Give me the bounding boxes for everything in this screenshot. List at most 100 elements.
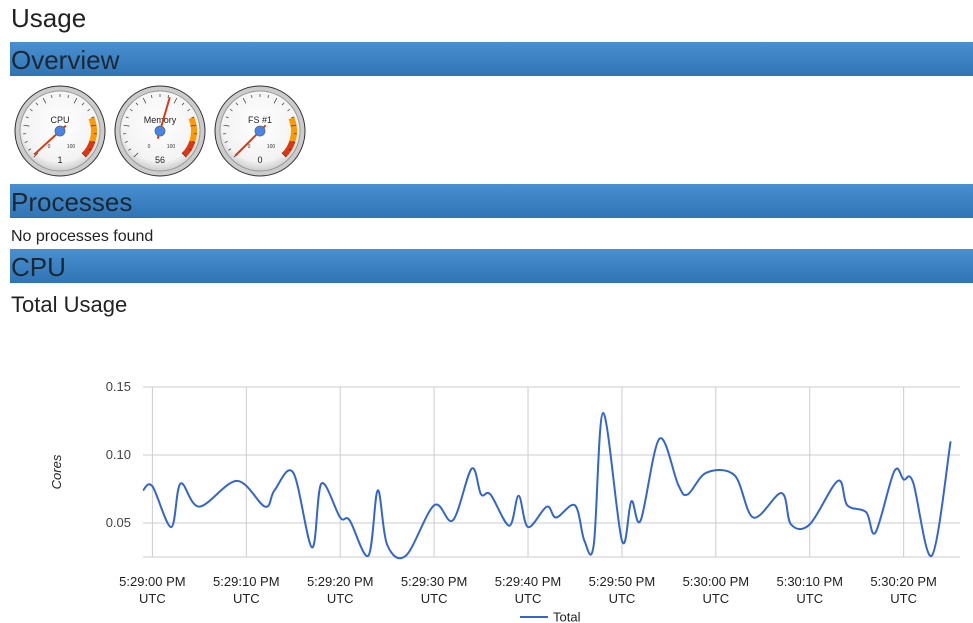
gauge-tick [124, 141, 128, 143]
empty-message: No processes found [11, 228, 154, 245]
gauge-tick [42, 97, 47, 104]
gauge-tick [228, 148, 232, 151]
section-header: Overview [10, 42, 973, 76]
x-tick-label: 5:29:40 PM UTC [494, 574, 562, 606]
gauge-max-label: 100 [67, 144, 76, 150]
gauge-tick [291, 116, 295, 119]
gauge-tick [73, 97, 78, 104]
gauge-tick [290, 124, 297, 127]
chart-title: Total Usage [11, 292, 128, 317]
gauge-tick [288, 148, 292, 151]
gauge-tick [190, 124, 197, 127]
gauge-tick [281, 152, 287, 158]
gauge-tick [292, 141, 296, 143]
page-title: Usage [11, 3, 87, 33]
gauge-tick [23, 124, 30, 127]
legend-label: Total [553, 610, 581, 623]
gauge-tick [123, 124, 130, 127]
gauge-value: 56 [155, 155, 165, 165]
gauge-tick [287, 108, 291, 112]
line-series [142, 411, 952, 560]
gauge-tick [67, 94, 69, 99]
x-tick-label: 5:29:00 PM UTC [119, 574, 186, 606]
gauge-tick [229, 108, 233, 112]
gauge-tick [81, 102, 85, 106]
x-tick-label: 5:29:30 PM UTC [400, 574, 468, 606]
x-tick-label: 5:30:10 PM UTC [776, 574, 843, 606]
gauge-tick [33, 152, 39, 158]
gauge-tick [142, 97, 147, 104]
section-header: Processes [10, 184, 973, 218]
gauge-tick [24, 141, 28, 143]
gauge-min-label: 0 [148, 144, 151, 150]
gauge-tick [187, 108, 191, 112]
gauge-max-label: 100 [167, 144, 176, 150]
gauge-min-label: 0 [48, 144, 51, 150]
y-axis-title: Cores [49, 454, 64, 489]
gauge-tick [135, 102, 139, 106]
gauge-hub [154, 125, 166, 137]
gauge-tick [267, 94, 269, 99]
gauge-label: CPU [50, 115, 69, 125]
gauge-band [81, 140, 96, 158]
chart: 0.05 0.10 0.15 Cores Total 5:29:00 PM UTC 5:2… [0, 323, 973, 623]
gauge-hub [54, 125, 66, 137]
y-tick-label: 0.10 [106, 447, 131, 462]
x-tick-label: 5:30:00 PM UTC [682, 574, 750, 606]
gauge-tick [29, 108, 33, 112]
gauge-hub [254, 125, 266, 137]
gauge-tick [128, 148, 132, 151]
gauge-tick [25, 116, 29, 119]
gauge-tick [151, 94, 153, 99]
section-header: CPU [10, 249, 973, 283]
gauge-tick [35, 102, 39, 106]
gauge-tick [273, 97, 278, 104]
gauge-tick [281, 102, 285, 106]
gauge-tick [28, 148, 32, 151]
x-tick-label: 5:29:10 PM UTC [213, 574, 280, 606]
gauge-value: 0 [257, 155, 262, 165]
gauge-tick [173, 97, 178, 104]
gauge-label: Memory [144, 115, 177, 125]
section-title: Overview [11, 45, 120, 75]
gauge-band [88, 116, 97, 143]
gauge-tick [192, 141, 196, 143]
gauge-tick [224, 141, 228, 143]
gauge-tick [92, 141, 96, 143]
gauge-tick [181, 102, 185, 106]
y-tick-label: 0.15 [106, 379, 131, 394]
gauge-tick [242, 97, 247, 104]
chart-svg: 0.05 0.10 0.15 Cores Total [49, 379, 960, 623]
gauge-tick [133, 152, 139, 158]
gauge-label: FS #1 [248, 115, 272, 125]
gauge-band [188, 116, 198, 143]
gauge-band [181, 140, 196, 158]
section-title: CPU [11, 252, 66, 282]
gauge-tick [88, 148, 92, 151]
gauge-tick [91, 116, 95, 119]
gauge-tick [125, 116, 129, 119]
gauge-tick [51, 94, 53, 99]
gauge-tick [167, 94, 169, 99]
gauge-tick [223, 124, 230, 127]
y-tick-label: 0.05 [106, 515, 131, 530]
gauge-tick [87, 108, 91, 112]
x-tick-label: 5:29:20 PM UTC [306, 574, 374, 606]
gauge-tick [188, 148, 192, 151]
gauge-value: 1 [57, 155, 62, 165]
x-tick-label: 5:30:20 PM UTC [870, 574, 937, 606]
gauge-tick [181, 152, 187, 158]
gauge-tick [90, 124, 97, 127]
gauge-tick [191, 116, 195, 119]
gauge-tick [81, 152, 87, 158]
gauge-min-label: 0 [248, 144, 251, 150]
gauge-tick [235, 102, 239, 106]
gauge-tick [251, 94, 253, 99]
gauge-band [281, 140, 296, 158]
section-title: Processes [11, 187, 133, 217]
x-tick-label: 5:29:50 PM UTC [588, 574, 656, 606]
gauge-tick [225, 116, 229, 119]
gauge-band [288, 116, 297, 143]
